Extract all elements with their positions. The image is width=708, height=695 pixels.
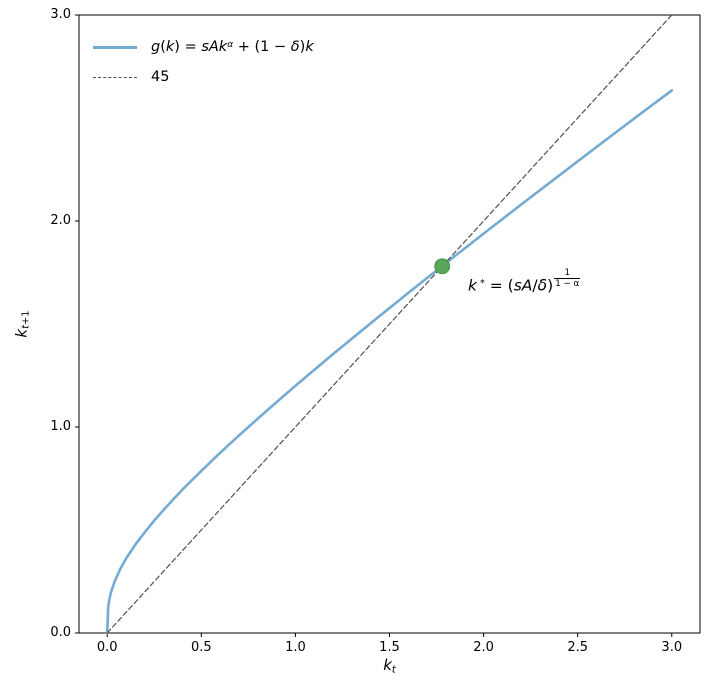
fixed-point-annotation: k * = (sA/δ) 1 1 − α: [468, 268, 581, 295]
x-axis-label: kt: [383, 656, 396, 676]
fixed-point-marker: [434, 258, 451, 275]
legend-label-45-line: 45: [151, 69, 170, 85]
series-g-curve: [105, 89, 674, 635]
legend-solid-line-icon: [93, 45, 137, 49]
legend-entry-45-line: 45: [93, 62, 314, 92]
series-line-45: [106, 14, 673, 634]
legend-swatch: [93, 76, 137, 78]
legend-label-g-curve: g(k) = sAkα + (1 − δ)k: [151, 39, 314, 55]
legend-dashed-line-icon: [93, 76, 137, 78]
legend-entry-g-curve: g(k) = sAkα + (1 − δ)k: [93, 32, 314, 62]
legend-swatch: [93, 45, 137, 49]
legend: g(k) = sAkα + (1 − δ)k 45: [93, 32, 314, 92]
y-axis-label: kt+1: [12, 310, 32, 338]
